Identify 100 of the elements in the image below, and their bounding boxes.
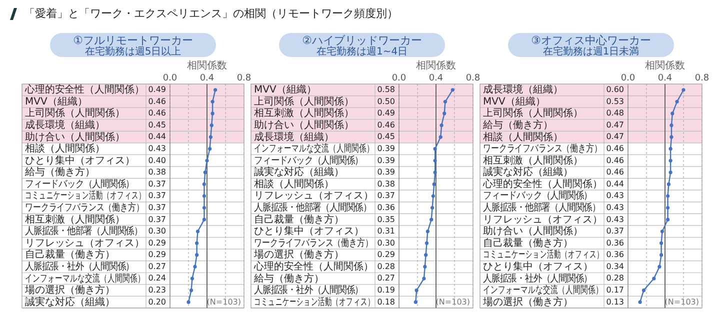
y-tick-label: ワークライフバランス（働き方）	[25, 202, 144, 214]
point	[414, 300, 418, 304]
point	[423, 264, 427, 269]
y-tick-label: 人脈拡張・他部署（人間関係）	[483, 202, 600, 214]
y-tick-label: 人脈拡張・社外（人間関係）	[254, 284, 364, 296]
y-tick-label: 給与（働き方）	[253, 272, 324, 284]
point	[210, 123, 214, 128]
x-tick-label: 0.0	[162, 73, 178, 84]
y-tick-label: MVV（組織）	[483, 95, 546, 108]
point	[189, 288, 194, 292]
point	[414, 288, 418, 292]
y-tick-label: 上司関係（人間関係）	[254, 95, 354, 108]
data-label: 0.60	[606, 85, 624, 94]
x-tick-label: 0.4	[200, 73, 214, 84]
data-label: 0.40	[148, 156, 166, 165]
point	[668, 147, 672, 151]
y-tick-label: 助け合い（人間関係）	[483, 225, 583, 238]
point	[431, 194, 436, 198]
chart-title: ③オフィス中心ワーカー	[531, 34, 651, 48]
point	[682, 88, 686, 92]
chart-subtitle: 在宅勤務は週1日未満	[542, 46, 640, 58]
point	[670, 135, 674, 139]
y-tick-label: 人脈拡張・他部署（人間関係）	[254, 202, 372, 214]
data-label: 0.36	[606, 238, 624, 248]
data-label: 0.50	[377, 96, 395, 106]
point	[660, 253, 664, 257]
point	[440, 123, 444, 128]
y-tick-label: フィードバック（人間関係）	[483, 190, 592, 202]
data-label: 0.46	[606, 168, 624, 177]
point	[202, 182, 206, 186]
point	[658, 264, 662, 269]
data-label: 0.43	[606, 191, 624, 200]
y-tick-label: 自己裁量（働き方）	[25, 248, 115, 261]
y-tick-label: ひとり集中（オフィス）	[254, 225, 364, 238]
point	[424, 253, 428, 257]
data-label: 0.17	[606, 286, 624, 295]
data-label: 0.38	[377, 179, 395, 188]
y-tick-label: 誠実な対応（組織）	[483, 166, 573, 178]
data-label: 0.35	[377, 214, 395, 224]
y-tick-label: フィードバック（人間関係）	[254, 154, 364, 167]
data-label: 0.37	[148, 214, 166, 224]
y-tick-label: 心理的安全性（人間関係）	[253, 260, 374, 272]
y-tick-label: インフォーマルな交流（人間関係）	[25, 272, 145, 285]
data-label: 0.29	[377, 250, 395, 260]
y-tick-label: 誠実な対応（組織）	[254, 166, 344, 178]
point	[432, 182, 436, 186]
data-label: 0.43	[148, 144, 166, 154]
text: 「愛着」と「ワーク・エクスペリエンス」の相関（リモートワーク頻度別）	[24, 7, 398, 20]
data-label: 0.39	[377, 156, 395, 165]
data-label: 0.46	[606, 156, 624, 165]
y-tick-label: 相互刺激（人間関係）	[25, 213, 125, 226]
data-label: 0.39	[377, 168, 395, 177]
point	[652, 276, 656, 280]
y-tick-label: コミュニケーション活動（オフィス）	[25, 189, 146, 202]
point	[203, 170, 207, 174]
y-tick-label: リフレッシュ（オフィス）	[483, 214, 602, 226]
data-label: 0.39	[377, 144, 395, 154]
x-axis-title: 相関係数	[645, 60, 685, 72]
data-label: 0.37	[148, 191, 166, 200]
data-label: 0.53	[606, 96, 624, 106]
point	[214, 88, 218, 92]
point	[666, 194, 670, 198]
data-label: 0.30	[148, 226, 166, 236]
y-tick-label: 人脈拡張・社外（人間関係）	[25, 260, 134, 273]
data-label: 0.31	[377, 226, 395, 236]
data-label: 0.29	[148, 250, 166, 260]
point	[442, 112, 446, 116]
y-tick-label: 心理的安全性（人間関係）	[24, 84, 144, 96]
y-tick-label: 助け合い（人間関係）	[25, 130, 125, 143]
y-tick-label: 助け合い（人間関係）	[254, 119, 354, 131]
point	[642, 288, 646, 292]
y-tick-label: 自己裁量（働き方）	[254, 213, 344, 226]
data-label: 0.36	[377, 202, 395, 212]
x-tick-label: 0.8	[694, 73, 710, 84]
data-label: 0.18	[377, 297, 395, 306]
point	[424, 241, 429, 245]
y-tick-label: 相互刺激（人間関係）	[254, 107, 354, 120]
x-tick-label: 0.8	[236, 73, 252, 84]
point	[196, 230, 200, 234]
point	[205, 158, 209, 162]
data-label: 0.43	[606, 202, 624, 212]
point	[193, 264, 197, 269]
data-label: 0.46	[606, 144, 624, 154]
data-label: 0.23	[148, 286, 166, 295]
point	[666, 182, 670, 186]
point	[430, 206, 434, 210]
data-label: 0.44	[606, 179, 624, 188]
point	[422, 276, 426, 280]
data-label: 0.13	[606, 297, 624, 306]
data-label: 0.28	[377, 262, 395, 271]
point	[660, 230, 664, 234]
point	[195, 253, 199, 257]
data-label: 0.58	[377, 85, 395, 94]
point	[660, 241, 664, 245]
data-label: 0.27	[377, 274, 395, 283]
point	[202, 194, 206, 198]
x-tick-label: 0.4	[428, 73, 444, 84]
y-tick-label: ひとり集中（オフィス）	[483, 260, 593, 272]
y-tick-label: 成長環境（組織）	[483, 84, 563, 96]
y-tick-label: コミュニケーション活動（オフィス）	[483, 248, 604, 262]
